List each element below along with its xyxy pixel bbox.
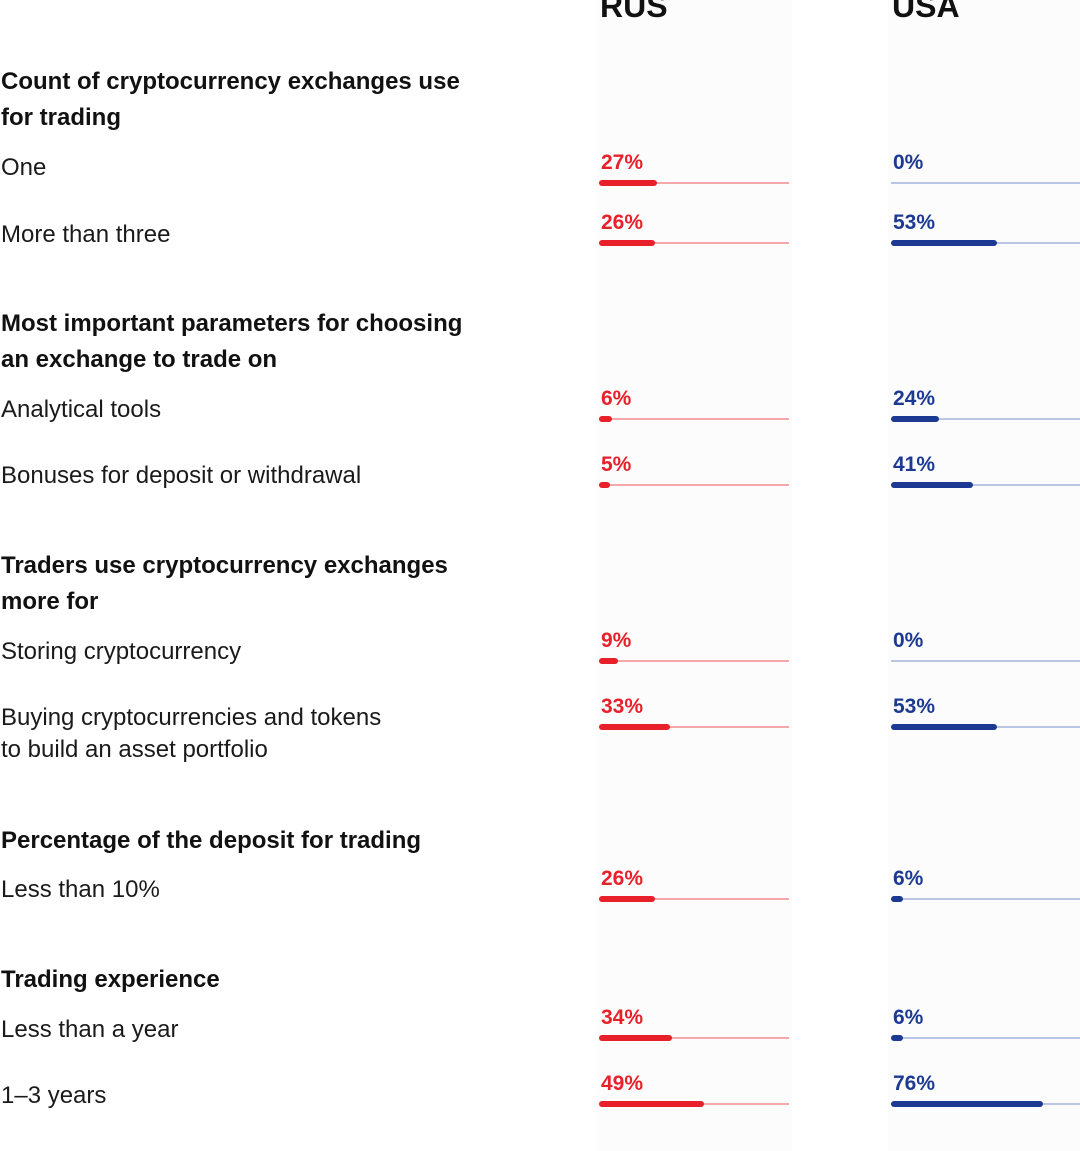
usa-bar: [891, 416, 939, 422]
usa-bar: [891, 896, 903, 902]
row-label: Buying cryptocurrencies and tokens to bu…: [1, 704, 382, 763]
rus-value-label: 26%: [601, 211, 644, 234]
rus-value-label: 9%: [601, 629, 632, 652]
rus-bar: [599, 240, 655, 246]
row-label: Less than a year: [1, 1016, 179, 1043]
usa-value-label: 53%: [893, 695, 936, 718]
rus-bar: [599, 180, 658, 186]
usa-bar-track: [891, 896, 1080, 902]
section-title: Count of cryptocurrency exchanges use fo…: [1, 68, 460, 131]
rus-bar-track: [599, 416, 789, 422]
rus-bar: [599, 658, 619, 664]
usa-value-label: 6%: [893, 867, 924, 890]
rus-bar: [599, 724, 670, 730]
rus-value-label: 33%: [601, 695, 644, 718]
rus-bar-track: [599, 724, 789, 730]
usa-bar-track: [891, 1101, 1080, 1107]
rus-bar-track: [599, 180, 789, 186]
rus-column-background: [596, 0, 792, 1151]
usa-value-label: 24%: [893, 387, 936, 410]
rus-bar: [599, 1101, 705, 1107]
rus-bar: [599, 1035, 673, 1041]
column-header-rus: RUS: [600, 0, 668, 24]
usa-value-label: 6%: [893, 1006, 924, 1029]
rus-value-label: 27%: [601, 151, 644, 174]
usa-bar-track: [891, 724, 1080, 730]
row-label: Analytical tools: [1, 396, 162, 423]
usa-bar-track: [891, 1035, 1080, 1041]
rus-bar: [599, 416, 612, 422]
usa-value-label: 0%: [893, 629, 924, 652]
section-title: Percentage of the deposit for trading: [1, 827, 422, 854]
usa-bar: [891, 1035, 903, 1041]
usa-value-label: 41%: [893, 453, 936, 476]
usa-bar-track: [891, 240, 1080, 246]
rus-value-label: 5%: [601, 453, 632, 476]
usa-bar-track: [891, 482, 1080, 488]
rus-bar-track: [599, 482, 789, 488]
usa-value-label: 76%: [893, 1072, 936, 1095]
usa-bar-track: [891, 416, 1080, 422]
usa-value-label: 53%: [893, 211, 936, 234]
rus-value-label: 26%: [601, 867, 644, 890]
rus-bar-track: [599, 1101, 789, 1107]
rus-bar: [599, 482, 610, 488]
rus-bar-track: [599, 896, 789, 902]
usa-bar-track: [891, 182, 1080, 184]
usa-bar: [891, 724, 997, 730]
usa-bar: [891, 1101, 1043, 1107]
column-header-usa: USA: [892, 0, 960, 24]
row-label: Bonuses for deposit or withdrawal: [1, 462, 362, 489]
rus-value-label: 49%: [601, 1072, 644, 1095]
rus-bar: [599, 896, 655, 902]
section-title: Most important parameters for choosing a…: [1, 310, 463, 373]
row-label: More than three: [1, 221, 171, 248]
row-label: 1–3 years: [1, 1082, 107, 1109]
rus-bar-track: [599, 1035, 789, 1041]
rus-bar-track: [599, 240, 789, 246]
section-title: Traders use cryptocurrency exchanges mor…: [1, 552, 448, 615]
row-label: Storing cryptocurrency: [1, 638, 242, 665]
usa-bar: [891, 482, 973, 488]
usa-bar-track: [891, 660, 1080, 662]
rus-value-label: 34%: [601, 1006, 644, 1029]
usa-value-label: 0%: [893, 151, 924, 174]
usa-column-background: [888, 0, 1080, 1151]
section-title: Trading experience: [1, 966, 220, 993]
usa-bar: [891, 240, 997, 246]
row-label: Less than 10%: [1, 876, 160, 903]
row-label: One: [1, 154, 47, 181]
rus-bar-track: [599, 658, 789, 664]
rus-value-label: 6%: [601, 387, 632, 410]
